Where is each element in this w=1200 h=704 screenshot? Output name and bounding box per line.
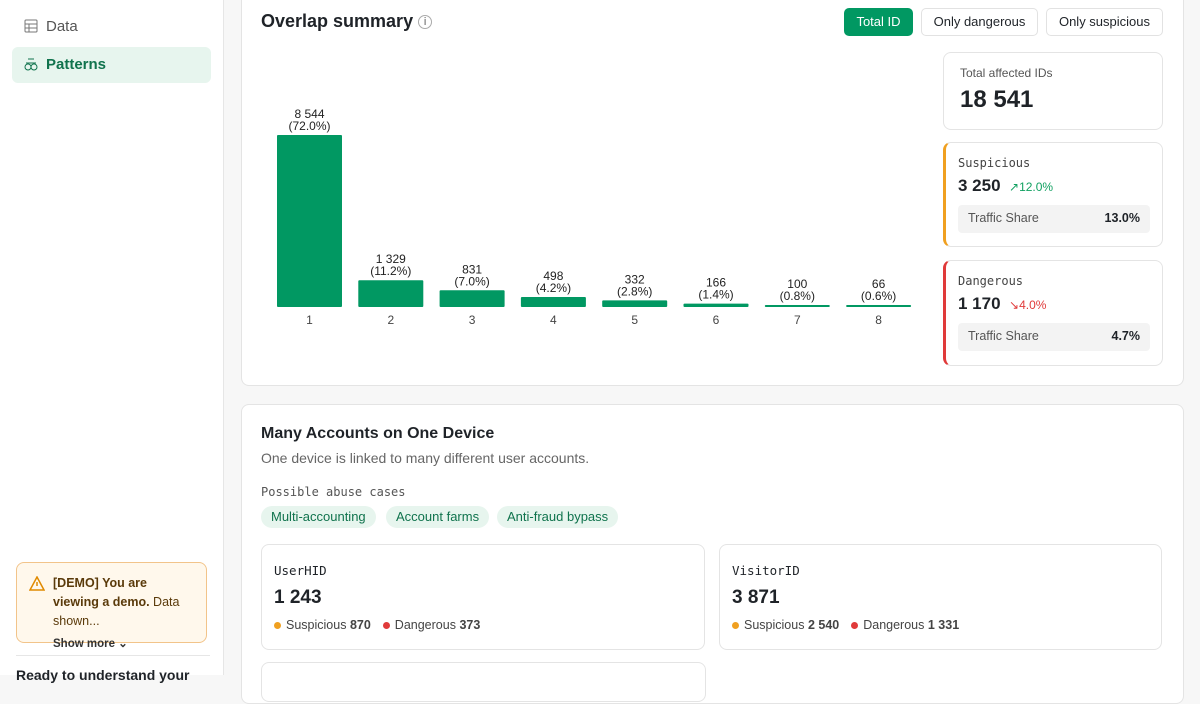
x-tick-label: 8 xyxy=(875,313,882,327)
card-value: 3 871 xyxy=(732,587,780,608)
share-row: Traffic Share 13.0% xyxy=(958,205,1150,233)
x-tick-label: 6 xyxy=(713,313,720,327)
legend-value: 373 xyxy=(459,618,481,632)
metric-label: Dangerous xyxy=(958,274,1024,288)
percent-label: (0.8%) xyxy=(780,289,815,303)
x-tick-label: 2 xyxy=(387,313,394,327)
metric-value: 18 541 xyxy=(960,86,1034,113)
bar xyxy=(520,296,586,307)
legend-label: Suspicious xyxy=(744,618,805,632)
tab[interactable]: Only suspicious xyxy=(1046,8,1163,36)
share-label: Traffic Share xyxy=(968,211,1039,225)
percent-label: (11.2%) xyxy=(370,264,411,278)
legend-label: Dangerous xyxy=(863,618,925,632)
percent-label: (7.0%) xyxy=(454,274,489,288)
percent-label: (72.0%) xyxy=(288,119,330,133)
demo-banner: [DEMO] You are viewing a demo. Data show… xyxy=(16,562,207,650)
value-label: 66 xyxy=(872,277,886,291)
value-label: 498 xyxy=(543,269,563,283)
legend-label: Suspicious xyxy=(286,618,347,632)
x-tick-label: 3 xyxy=(469,313,476,327)
share-value: 4.7% xyxy=(1111,329,1141,343)
x-tick-label: 4 xyxy=(550,313,557,327)
metric-label: Total affected IDs xyxy=(960,66,1053,80)
tag: Anti-fraud bypass xyxy=(497,506,619,528)
x-tick-label: 5 xyxy=(631,313,638,327)
metric-value: 3 250 xyxy=(958,176,1001,195)
demo-title: [DEMO] You are viewing a demo. xyxy=(53,576,150,609)
legend-value: 870 xyxy=(349,618,371,632)
bar-chart: 8 544(72.0%)11 329(11.2%)2831(7.0%)3498(… xyxy=(277,107,912,327)
tag: Multi-accounting xyxy=(261,506,376,528)
nav-label: Data xyxy=(46,18,78,35)
card-label: VisitorID xyxy=(732,563,800,578)
card-value: 1 243 xyxy=(274,587,322,608)
bar xyxy=(439,290,505,307)
show-more[interactable]: Show more ⌄ xyxy=(53,638,128,650)
bar xyxy=(602,300,668,307)
metric-value: 1 170 xyxy=(958,294,1001,313)
legend-value: 1 331 xyxy=(927,618,960,632)
section-title: Overlap summary i xyxy=(261,11,433,32)
pattern-card-item: UserHID 1 243 Suspicious 870 Dangerous 37… xyxy=(261,544,705,650)
show-more-label: Show more xyxy=(53,638,115,650)
footer-text: Ready to understand your xyxy=(16,667,190,683)
bar xyxy=(277,135,342,307)
breakdown: Suspicious 870 Dangerous 373 xyxy=(274,618,692,632)
icon xyxy=(24,19,38,33)
suspicious-card: Suspicious 3 250 ↗12.0% Traffic Share 13.… xyxy=(943,142,1163,247)
pattern-card-item: VisitorID 3 871 Suspicious 2 540 Dangerou… xyxy=(719,544,1162,650)
total-card: Total affected IDs 18 541 xyxy=(943,52,1163,130)
metric-change: 12.0% xyxy=(1019,180,1054,194)
x-tick-label: 1 xyxy=(306,313,313,327)
bar xyxy=(358,280,424,307)
legend-value: 2 540 xyxy=(807,618,840,632)
percent-label: (1.4%) xyxy=(698,288,733,302)
tab-active[interactable]: Total ID xyxy=(844,8,913,36)
legend-label: Dangerous xyxy=(394,618,456,632)
metric-label: Suspicious xyxy=(958,156,1031,170)
breakdown: Suspicious 2 540 Dangerous 1 331 xyxy=(732,618,1149,632)
share-value: 13.0% xyxy=(1104,211,1140,225)
bar xyxy=(846,305,912,307)
percent-label: (2.8%) xyxy=(617,284,652,298)
cases-label: Possible abuse cases xyxy=(261,485,406,499)
nav-item-active[interactable]: Patterns xyxy=(12,47,211,83)
nav-label: Patterns xyxy=(46,56,107,73)
share-label: Traffic Share xyxy=(968,329,1039,343)
metric-change: 4.0% xyxy=(1019,298,1047,312)
tag: Account farms xyxy=(386,506,490,528)
dangerous-card: Dangerous 1 170 ↘4.0% Traffic Share 4.7% xyxy=(943,260,1163,366)
nav-item[interactable]: Data xyxy=(24,18,78,35)
warning-icon xyxy=(29,576,45,591)
percent-label: (4.2%) xyxy=(536,281,571,295)
tab[interactable]: Only dangerous xyxy=(921,8,1038,36)
sidebar: Data Patterns [DEMO] You are viewing a d… xyxy=(0,0,224,683)
bar xyxy=(683,303,749,307)
icon xyxy=(24,58,38,71)
card-label: UserHID xyxy=(274,563,327,578)
percent-label: (0.6%) xyxy=(861,289,896,303)
pattern-card-item xyxy=(261,662,706,702)
pattern-title: Many Accounts on One Device xyxy=(261,425,495,442)
title-text: Overlap summary xyxy=(261,11,414,31)
share-row: Traffic Share 4.7% xyxy=(958,323,1150,351)
bar xyxy=(764,304,830,307)
value-label: 8 544 xyxy=(294,107,324,121)
pattern-subtitle: One device is linked to many different u… xyxy=(261,450,590,466)
value-label: 100 xyxy=(787,277,807,291)
x-tick-label: 7 xyxy=(794,313,801,327)
value-label: 1 329 xyxy=(376,252,406,266)
value-label: 166 xyxy=(706,276,726,290)
demo-text: Data shown... xyxy=(53,595,180,628)
value-label: 332 xyxy=(625,272,645,286)
value-label: 831 xyxy=(462,262,482,276)
